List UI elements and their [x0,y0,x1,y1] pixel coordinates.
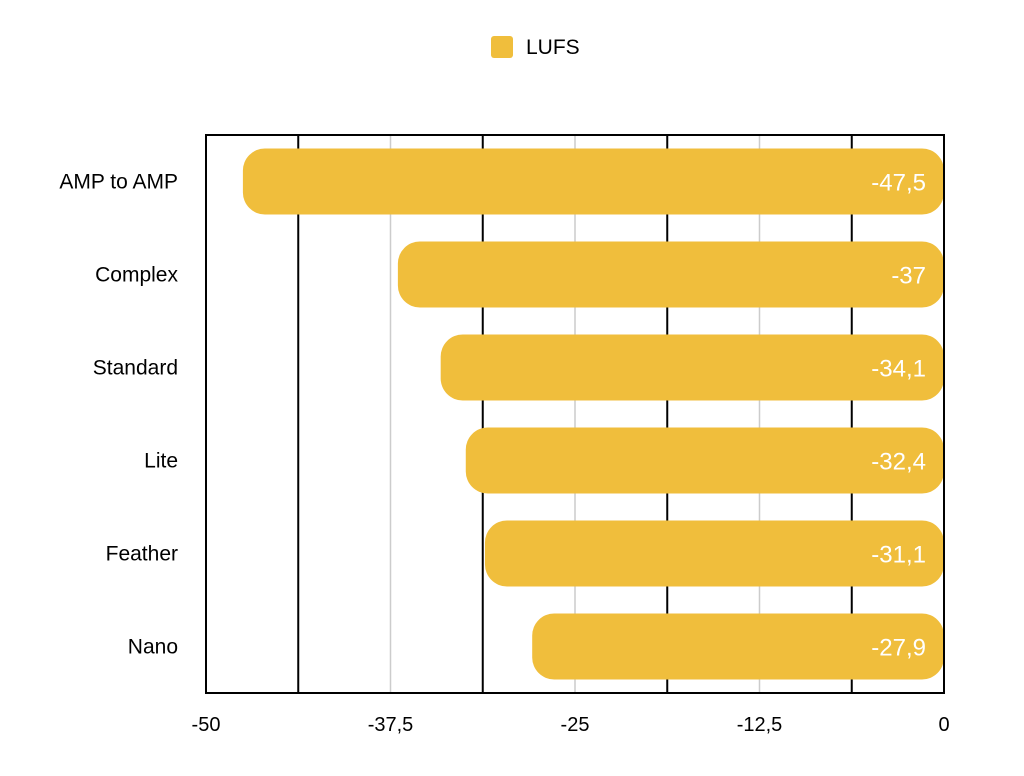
x-tick-label: -37,5 [368,714,414,736]
x-tick-label: 0 [938,714,949,736]
category-label: Nano [128,636,178,659]
data-label: -32,4 [871,449,926,476]
bar [465,427,944,494]
grid [297,135,853,693]
category-label: Lite [144,450,178,473]
plot-frame [205,134,945,694]
x-tick-label: -50 [192,714,221,736]
x-axis-tick-labels: -50 -37,5 -25 -12,5 0 [192,714,950,736]
data-label: -47,5 [871,170,926,197]
data-label: -37 [891,263,926,290]
bar [397,241,944,308]
legend-label: LUFS [526,36,580,59]
bar [242,148,944,215]
bars: -47,5 -37 -34,1 -32,4 -31,1 -27,9 [242,148,944,680]
category-label: Standard [93,357,178,380]
legend: LUFS [491,36,580,59]
legend-swatch [491,36,513,58]
category-label: Complex [95,264,178,287]
category-labels: AMP to AMP Complex Standard Lite Feather Nano [59,171,178,659]
category-label: AMP to AMP [59,171,178,194]
bar [484,520,944,587]
data-label: -31,1 [871,542,926,569]
x-tick-label: -12,5 [737,714,783,736]
x-tick-label: -25 [561,714,590,736]
bar [532,613,944,680]
data-label: -27,9 [871,635,926,662]
category-label: Feather [106,543,178,566]
bar [440,334,944,401]
data-label: -34,1 [871,356,926,383]
